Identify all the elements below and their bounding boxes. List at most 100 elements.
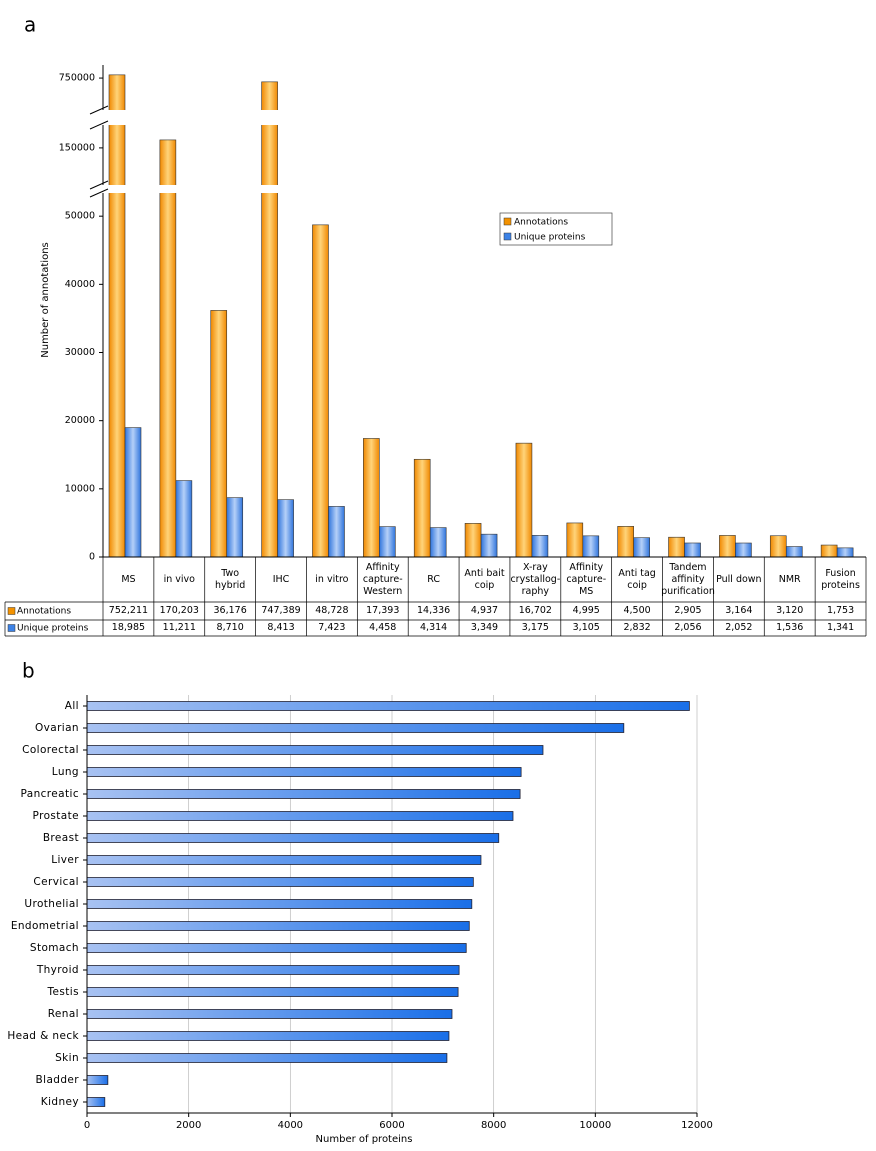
y-tick-label: Ovarian	[35, 722, 79, 734]
table-cell: 7,423	[318, 622, 346, 633]
bar	[86, 1075, 109, 1085]
y-tick-label: Urothelial	[24, 898, 79, 910]
y-tick-label: Prostate	[33, 810, 79, 822]
bar	[413, 458, 431, 558]
y-tick-label: 0	[89, 552, 95, 563]
bar	[86, 877, 474, 887]
table-cell: 2,056	[674, 622, 702, 633]
table-cell: Anti tag coip	[618, 567, 656, 591]
table-cell: Pull down	[716, 573, 762, 585]
y-tick-label: 10000	[65, 483, 95, 494]
x-tick-label: 12000	[681, 1120, 713, 1131]
table-cell: Tandem affinity purification	[661, 561, 715, 597]
x-tick-label: 4000	[278, 1120, 303, 1131]
table-cell: 48,728	[315, 605, 349, 616]
x-tick-label: 2000	[176, 1120, 201, 1131]
y-tick-label: Thyroid	[36, 964, 79, 976]
bar	[86, 965, 460, 975]
y-tick-label: 20000	[65, 415, 95, 426]
bar	[785, 546, 803, 558]
table-cell: 18,985	[111, 622, 146, 633]
table-cell: Two hybrid	[215, 567, 246, 591]
bar	[531, 535, 549, 558]
table-cell: MS	[121, 573, 136, 585]
y-tick-label: Pancreatic	[20, 788, 79, 800]
axis-break	[99, 110, 866, 125]
y-tick-label: Colorectal	[22, 744, 79, 756]
y-tick-label: Endometrial	[11, 920, 79, 932]
table-cell: 4,937	[470, 605, 499, 616]
x-tick-label: 6000	[379, 1120, 404, 1131]
legend-swatch	[7, 624, 16, 632]
table-cell: 1,753	[826, 605, 855, 616]
table-cell: Affinity capture-Western	[362, 561, 403, 597]
y-tick-label: 30000	[65, 347, 95, 358]
row-label: Annotations	[17, 607, 71, 617]
bar	[86, 745, 544, 755]
bar	[86, 1053, 448, 1063]
y-tick-label: 750000	[59, 73, 95, 84]
table-cell: 4,458	[369, 622, 397, 633]
bar	[108, 74, 126, 558]
y-tick-label: Stomach	[30, 942, 79, 954]
y-tick-label: Breast	[43, 832, 79, 844]
y-tick-label: Head & neck	[7, 1030, 79, 1042]
legend-swatch	[503, 217, 512, 226]
bar	[124, 427, 142, 558]
table-cell: 36,176	[213, 605, 247, 616]
bar	[86, 1097, 106, 1107]
legend-swatch	[503, 232, 512, 241]
y-tick-label: Renal	[48, 1008, 79, 1020]
table-cell: Fusion proteins	[821, 567, 860, 591]
table-cell: 1,341	[826, 622, 855, 633]
bar	[363, 438, 380, 558]
y-tick-label: All	[65, 700, 79, 712]
table-cell: in vivo	[163, 573, 195, 585]
bar	[86, 1031, 450, 1041]
bar	[86, 1009, 453, 1019]
y-tick-label: Liver	[51, 854, 79, 866]
table-cell: 16,702	[518, 605, 552, 616]
panel-label: a	[24, 13, 36, 37]
table-cell: 747,389	[261, 605, 301, 616]
table-cell: 3,105	[572, 622, 600, 633]
legend-box	[499, 212, 613, 246]
bar	[86, 899, 473, 909]
break-mark	[89, 180, 109, 190]
row-label: Unique proteins	[17, 624, 89, 634]
table-cell: Affinity capture-MS	[566, 561, 607, 597]
bar	[719, 535, 736, 558]
x-axis-label: Number of proteins	[316, 1134, 413, 1145]
table-cell: 4,500	[623, 605, 651, 616]
y-tick-label: Skin	[55, 1052, 79, 1064]
bar	[312, 224, 329, 558]
bar	[86, 789, 521, 799]
table-cell: 17,393	[366, 605, 400, 616]
bar	[159, 139, 177, 558]
bar	[429, 527, 447, 558]
bar	[480, 533, 498, 558]
bar	[86, 811, 514, 821]
bar	[86, 701, 690, 711]
y-axis-label: Number of annotations	[40, 242, 51, 358]
legend-swatch	[7, 607, 16, 615]
table-cell: 3,164	[725, 605, 753, 616]
bar	[86, 767, 522, 777]
x-tick-label: 8000	[481, 1120, 506, 1131]
bar	[836, 547, 854, 558]
table-cell: Anti bait coip	[464, 567, 505, 591]
break-mark	[89, 188, 109, 198]
y-tick-label: 40000	[65, 279, 95, 290]
bar	[86, 921, 470, 931]
bar	[379, 526, 396, 558]
bar	[86, 833, 500, 843]
bar	[633, 537, 650, 558]
bar	[464, 523, 482, 558]
table-cell: NMR	[778, 573, 801, 585]
table-cell: 11,211	[162, 622, 196, 633]
table-cell: 3,120	[776, 605, 804, 616]
bar	[86, 987, 459, 997]
bar	[86, 943, 467, 953]
bar	[735, 542, 752, 558]
bar	[769, 535, 787, 558]
